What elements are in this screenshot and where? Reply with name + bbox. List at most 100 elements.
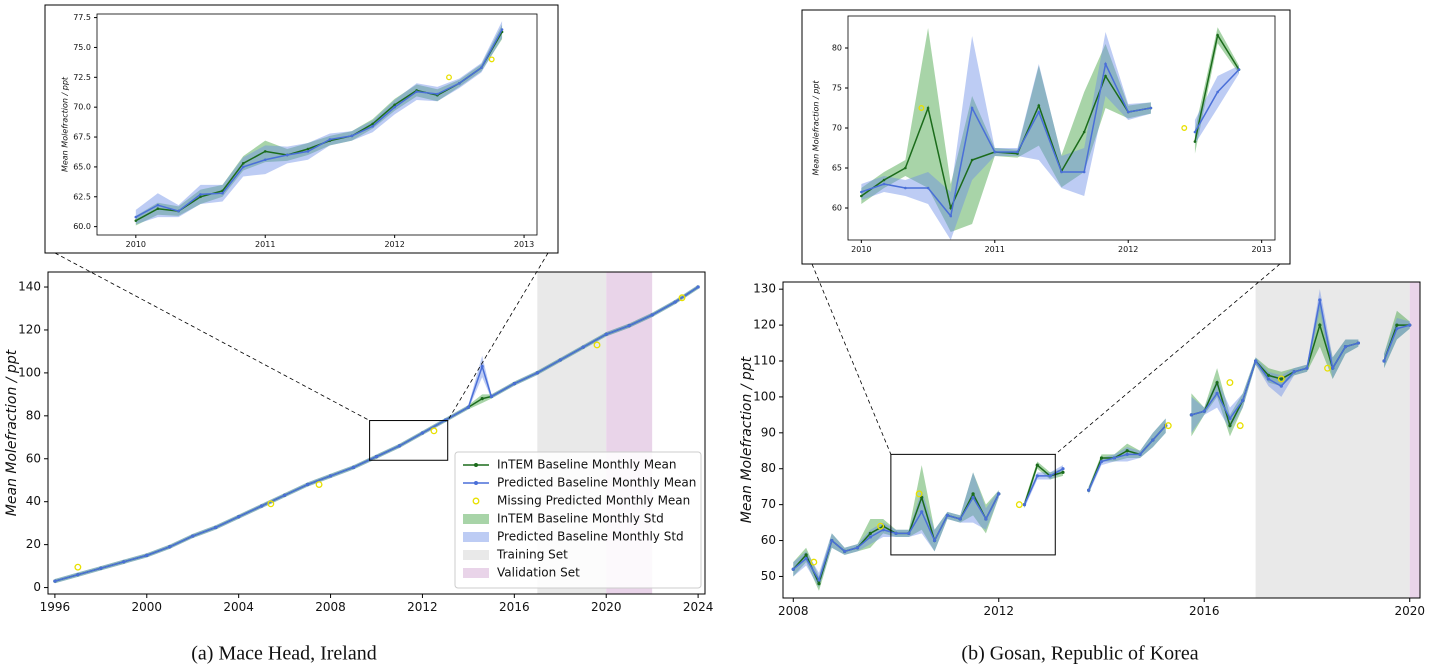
point xyxy=(283,493,287,497)
x-tick-label: 2004 xyxy=(223,600,254,614)
y-tick-label: 62.5 xyxy=(73,192,91,201)
chart: 1996 2000 2004 2008 2012 2016 2020 2024 0 20 40 60 8… xyxy=(4,271,713,665)
point xyxy=(1343,345,1348,349)
point xyxy=(221,191,224,195)
point xyxy=(860,194,863,198)
point xyxy=(480,66,483,70)
legend-marker xyxy=(474,481,478,485)
point xyxy=(214,525,218,530)
point xyxy=(156,203,160,207)
point xyxy=(984,517,988,521)
point xyxy=(971,495,975,500)
point xyxy=(241,165,245,169)
point xyxy=(191,534,195,538)
inset-frame xyxy=(801,9,1291,265)
legend-label: InTEM Baseline Monthly Mean xyxy=(497,458,676,472)
legend-label: Predicted Baseline Monthly Mean xyxy=(497,476,696,490)
point xyxy=(260,504,264,508)
point xyxy=(1395,323,1399,327)
missing-point xyxy=(74,563,82,571)
y-tick-label: 70 xyxy=(761,497,776,511)
point xyxy=(306,150,310,153)
point xyxy=(480,364,484,369)
plot-area xyxy=(134,21,504,226)
point xyxy=(904,166,907,170)
legend: InTEM Baseline Monthly Mean Predicted Bas… xyxy=(454,451,702,589)
y-tick-label: 80 xyxy=(26,408,41,422)
y-tick-label: 60 xyxy=(761,533,776,547)
y-tick-label: 80 xyxy=(761,461,776,475)
point xyxy=(1215,391,1219,395)
point xyxy=(1331,366,1335,370)
point xyxy=(305,482,310,487)
point xyxy=(306,147,310,151)
std-band xyxy=(135,21,503,225)
legend-label: Training Set xyxy=(496,548,568,562)
point xyxy=(1228,416,1232,421)
point xyxy=(393,105,396,109)
legend-patch xyxy=(463,550,489,560)
std-band xyxy=(793,289,1410,588)
point xyxy=(1126,110,1130,114)
missing-point xyxy=(1164,422,1172,430)
zoom-connector xyxy=(1055,263,1281,455)
point xyxy=(1016,150,1019,154)
legend-patch xyxy=(463,532,489,542)
point xyxy=(1279,384,1283,388)
point xyxy=(436,92,439,96)
y-tick-label: 72.5 xyxy=(73,73,91,82)
point xyxy=(350,134,354,138)
point xyxy=(894,531,898,535)
point xyxy=(1241,398,1245,403)
zoom-connector xyxy=(811,263,892,455)
legend-box xyxy=(454,451,702,589)
point xyxy=(415,90,418,93)
point xyxy=(1035,463,1039,467)
point xyxy=(1215,380,1219,385)
legend-patch xyxy=(463,514,489,524)
point xyxy=(1048,474,1052,478)
zoom-box xyxy=(369,420,449,461)
x-tick-label: 2016 xyxy=(499,600,530,614)
point xyxy=(500,28,504,31)
x-tick-label: 2010 xyxy=(851,245,871,254)
point xyxy=(817,582,821,586)
point xyxy=(558,358,562,362)
span xyxy=(1409,282,1420,598)
x-tick-label: 2012 xyxy=(384,240,404,249)
y-tick-label: 65.0 xyxy=(73,162,91,171)
missing-point xyxy=(315,481,323,488)
axes-frame xyxy=(782,281,1421,599)
point xyxy=(177,209,180,213)
point xyxy=(882,178,886,182)
point xyxy=(420,431,425,435)
y-tick-label: 100 xyxy=(753,389,776,403)
point xyxy=(949,214,953,218)
point xyxy=(1382,359,1386,363)
missing-point xyxy=(810,558,818,566)
y-tick-label: 90 xyxy=(761,425,776,439)
y-tick-label: 60.0 xyxy=(73,222,91,231)
missing-point xyxy=(918,105,925,111)
x-tick-label: 2013 xyxy=(1251,245,1271,254)
mean-line xyxy=(135,29,503,218)
std-band xyxy=(793,303,1410,591)
point xyxy=(1037,104,1041,107)
y-axis-label: Mean Molefraction / ppt xyxy=(4,349,20,516)
x-tick-label: 2008 xyxy=(315,600,346,614)
point xyxy=(1035,474,1039,478)
point xyxy=(1216,33,1219,37)
missing-point xyxy=(877,522,885,530)
point xyxy=(970,106,974,110)
point xyxy=(945,513,949,518)
point xyxy=(1292,370,1296,374)
axes-frame xyxy=(96,13,538,236)
point xyxy=(860,190,863,194)
x-tick-label: 2020 xyxy=(1394,604,1425,618)
point xyxy=(904,186,907,190)
legend-marker xyxy=(472,497,480,505)
point xyxy=(1082,130,1086,134)
inset-frame xyxy=(44,4,559,254)
mean-line xyxy=(54,286,699,582)
point xyxy=(145,553,149,557)
